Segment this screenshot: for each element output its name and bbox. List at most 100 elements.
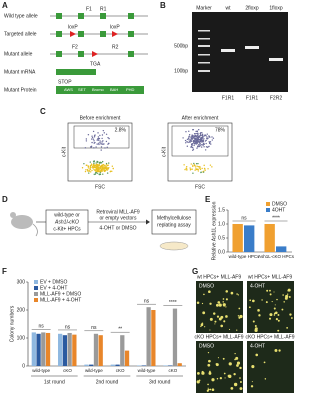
primer: F1 [86, 6, 92, 12]
flow-dot [198, 135, 200, 138]
bar [168, 365, 173, 366]
flow-dot [200, 144, 203, 146]
flow-dot [190, 163, 192, 165]
legend-label: 4OHT [272, 207, 285, 213]
flow-dot [191, 134, 193, 136]
flow-dot [100, 146, 103, 148]
x-tick-label: wild-type [138, 368, 156, 373]
colony [261, 299, 263, 301]
bar [264, 224, 275, 252]
flow-dot [90, 171, 92, 173]
flow-dot [101, 134, 104, 136]
flow-dot [95, 146, 97, 148]
bar [62, 335, 68, 366]
flow-dot [103, 166, 105, 168]
flow-dot [204, 168, 206, 170]
flow-dot [190, 143, 193, 145]
flow-dot [98, 163, 100, 166]
y-tick-label: 1.0 [218, 221, 225, 227]
flow-dot [98, 165, 101, 167]
bar [115, 364, 120, 366]
y-axis-label: Relative Ash1L expression [211, 201, 217, 260]
cell-text: wild-type or [54, 212, 80, 218]
bar [141, 365, 147, 366]
colony [217, 301, 221, 304]
flow-dot [192, 128, 194, 131]
flow-dot [209, 141, 212, 143]
y-axis-label: Colony numbers [9, 305, 15, 342]
colony [220, 315, 224, 319]
micrograph [247, 341, 294, 393]
flow-dot [190, 145, 193, 148]
flow-dot [197, 137, 199, 139]
assay-text: Methylcellulose [157, 215, 191, 221]
flow-dot [93, 136, 96, 138]
treatment-label: DMSO [199, 343, 214, 349]
flow-dot [195, 168, 197, 171]
significance: ns [39, 324, 45, 330]
colony [290, 317, 293, 319]
bar [41, 332, 46, 366]
colony [288, 296, 291, 298]
legend-label: EV + DMSO [40, 279, 67, 285]
flow-dot [203, 138, 205, 140]
flow-dot [183, 164, 185, 166]
flow-dot [101, 160, 104, 163]
ladder [198, 30, 210, 72]
colony [197, 371, 200, 375]
exon [128, 51, 134, 57]
flow-dot [186, 145, 189, 147]
flow-dot [191, 146, 194, 149]
y-tick-label: 0.0 [218, 249, 225, 255]
flow-dot [195, 138, 198, 141]
panel-b: Marker wt 2floxp 1floxp 500bp 100bp F1R1… [174, 5, 288, 101]
flow-dot [89, 166, 92, 169]
lane-label: 1floxp [269, 5, 283, 11]
flow-dot [94, 173, 97, 175]
x-tick-label: cKO [63, 368, 72, 373]
colony [202, 311, 206, 315]
group-label: 2nd round [96, 379, 119, 385]
flow-dot [203, 143, 205, 145]
group-label: 1st round [44, 379, 65, 385]
flow-dot [95, 165, 98, 167]
colony [271, 300, 273, 303]
vector-text: Retroviral MLL-AF9 [96, 209, 140, 215]
flow-dot [199, 166, 201, 169]
band [245, 46, 259, 49]
colony [287, 293, 289, 295]
colony [196, 301, 200, 305]
plot-title: After enrichment [182, 115, 219, 121]
colony [287, 288, 291, 292]
flow-dot [85, 164, 88, 166]
colony [273, 291, 275, 293]
colony [214, 323, 216, 325]
flow-dot [197, 170, 200, 172]
flow-dot [92, 130, 95, 133]
flow-dot [194, 137, 196, 139]
domain: PHD [126, 87, 135, 92]
protein [56, 86, 144, 94]
flow-dot [204, 134, 206, 136]
treatment-text: 4-OHT or DMSO [99, 225, 136, 231]
flow-dot [208, 142, 211, 145]
flow-dot [205, 142, 207, 145]
exon [78, 51, 84, 57]
flow-dot [102, 173, 104, 175]
colony [286, 326, 289, 329]
colony [277, 314, 280, 316]
colony [211, 378, 215, 382]
flow-dot [101, 169, 103, 172]
significance: ** [118, 327, 122, 333]
colony [230, 291, 234, 295]
box [151, 209, 197, 235]
flow-dot [190, 139, 192, 142]
flow-dot [100, 162, 102, 164]
flow-dot [87, 165, 90, 168]
flow-dot [204, 149, 207, 151]
flow-dot [90, 164, 93, 166]
flow-dot [201, 136, 203, 139]
treatment-label: DMSO [199, 283, 214, 289]
exon [78, 13, 84, 19]
colony [273, 314, 276, 316]
